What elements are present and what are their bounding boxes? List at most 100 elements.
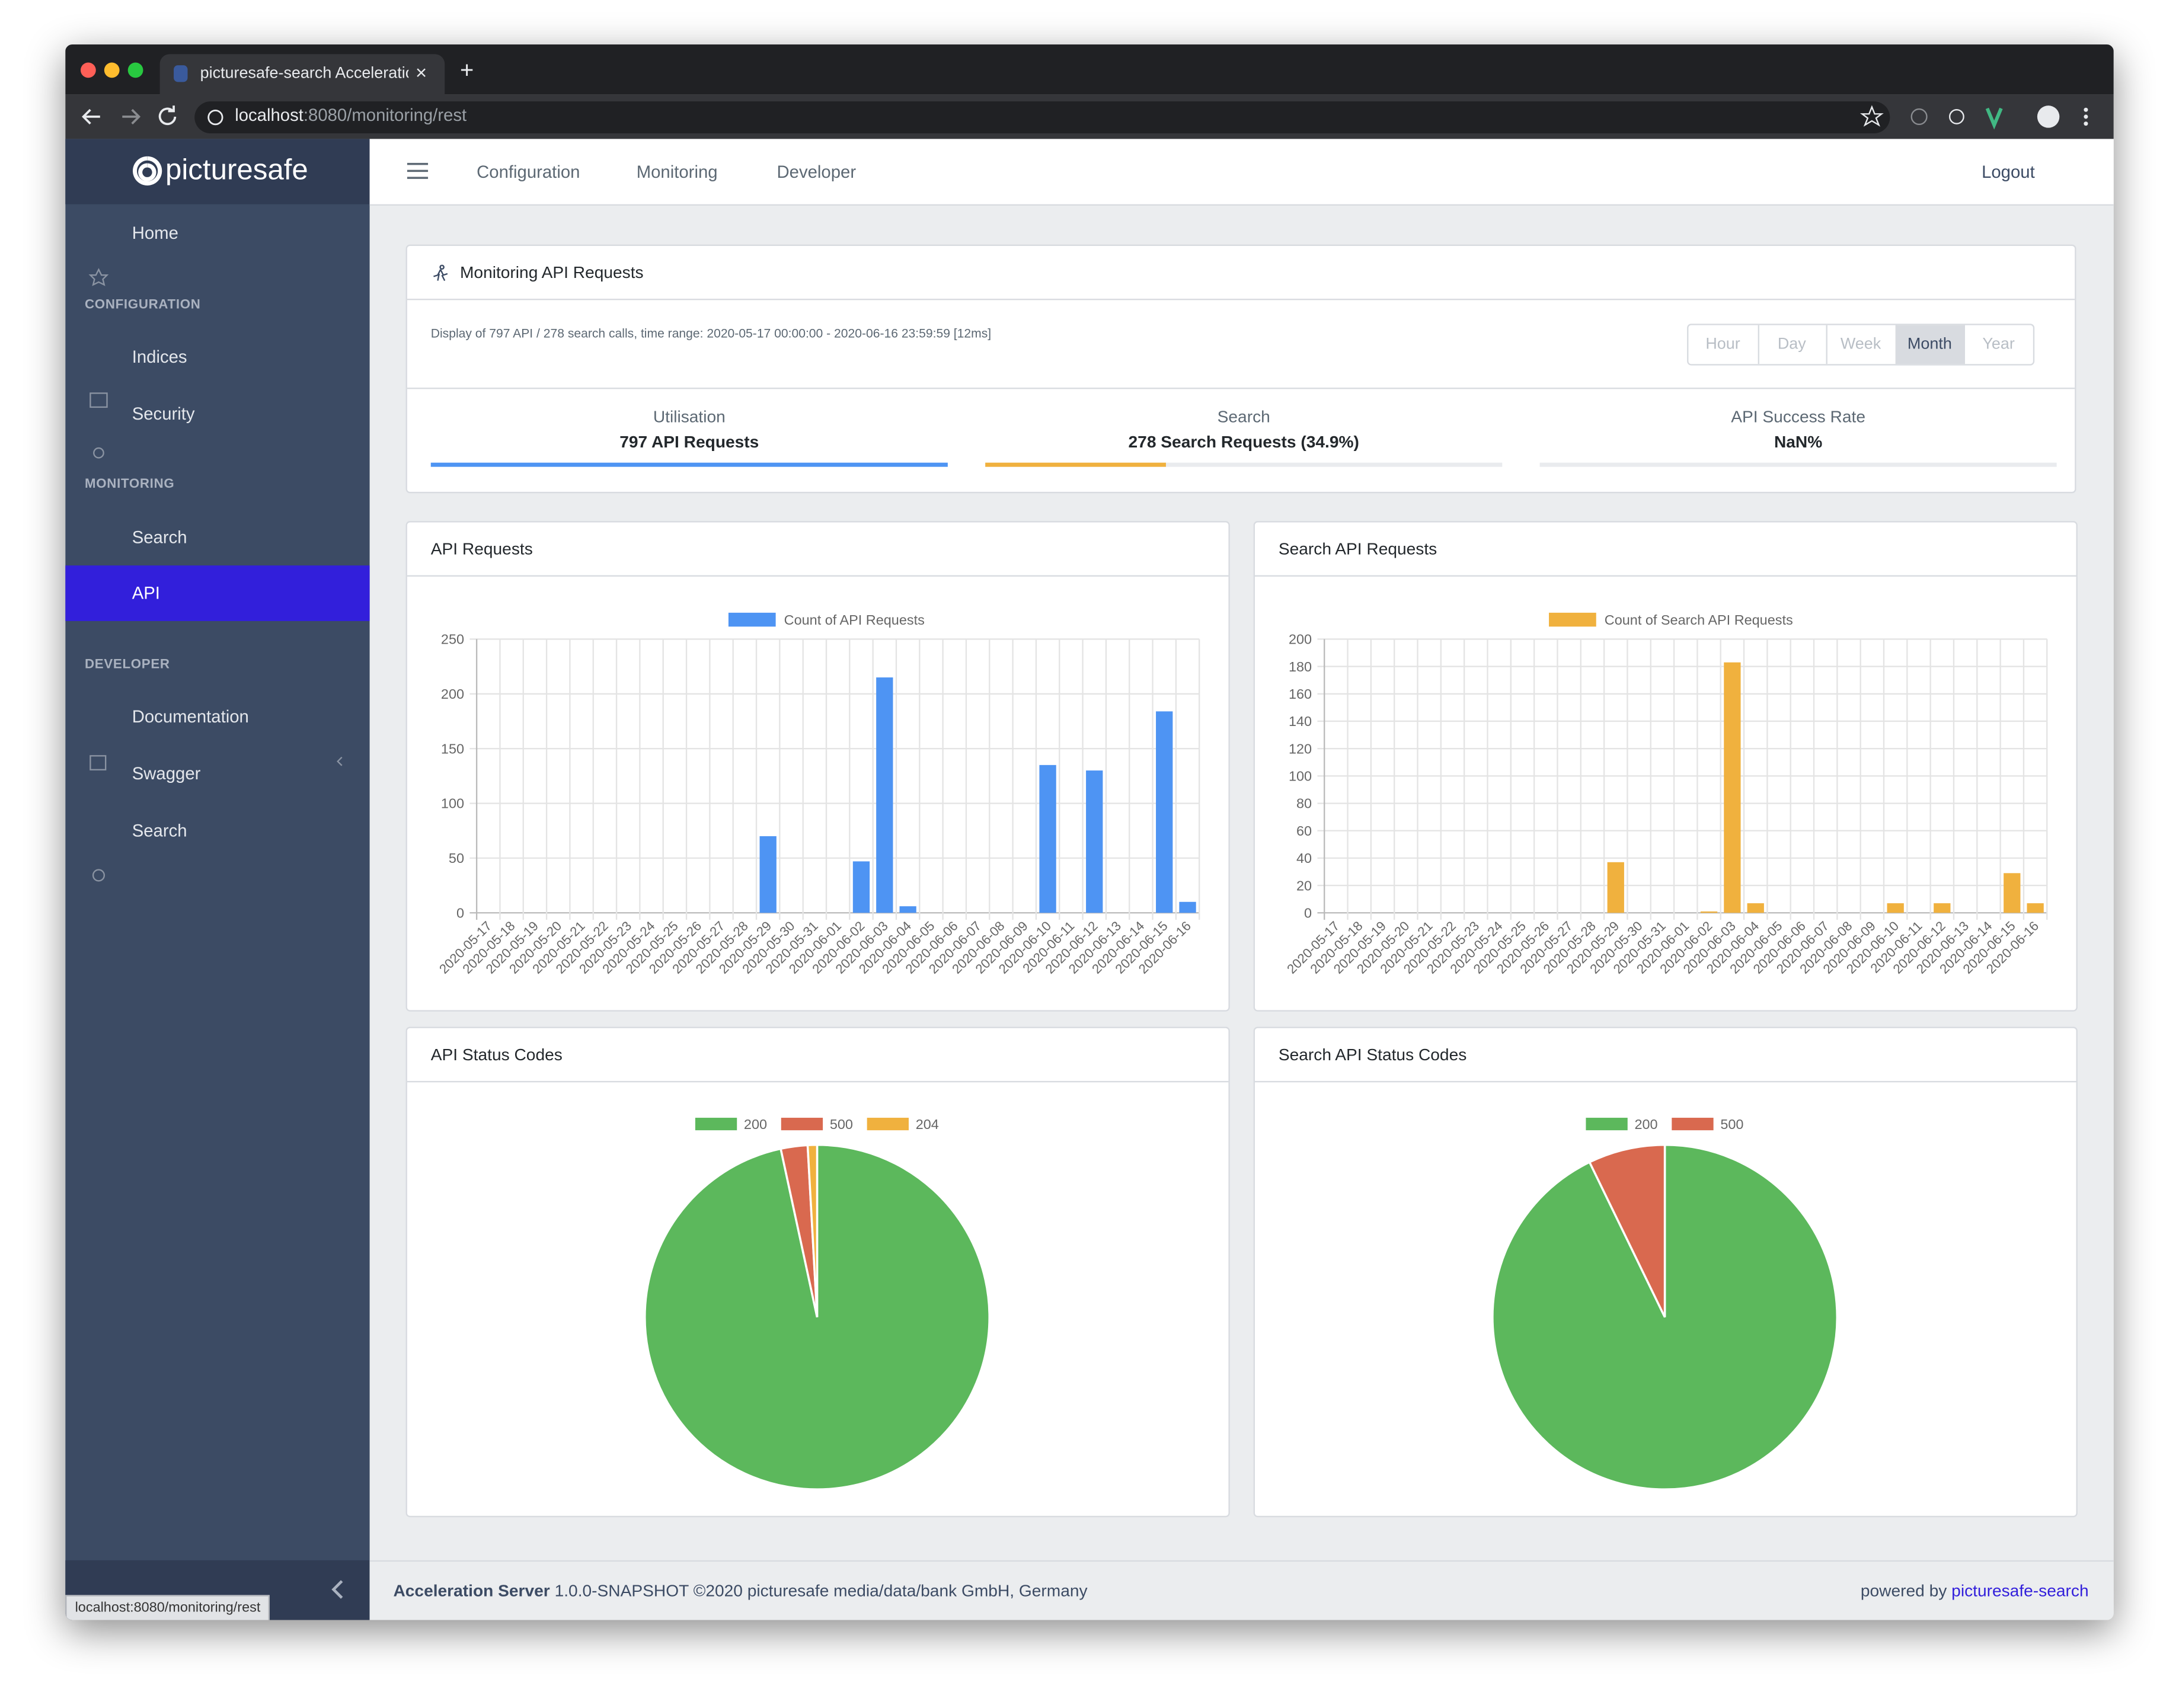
bar [2004, 873, 2021, 913]
url-host: localhost [235, 105, 303, 125]
y-tick-label: 250 [441, 632, 464, 647]
nav-item[interactable]: Search [132, 527, 187, 548]
y-tick-label: 150 [441, 741, 464, 756]
brand: picturesafe [165, 154, 308, 187]
progress-track [430, 462, 948, 467]
nav-link[interactable]: Configuration [477, 162, 580, 183]
menu-dot[interactable] [2084, 114, 2088, 119]
progress-fill [430, 462, 948, 467]
range-button[interactable]: Day [1758, 325, 1828, 364]
bar [1607, 862, 1624, 913]
progress-fill [985, 462, 1166, 467]
brand-icon [133, 156, 162, 185]
card-title: Search API Requests [1278, 539, 1437, 559]
browser-window: picturesafe-search Acceleratio × + local… [65, 44, 2114, 1620]
nav-item[interactable]: Search [132, 821, 187, 841]
back[interactable] [82, 108, 100, 124]
legend-swatch [867, 1118, 909, 1131]
bar [1887, 903, 1904, 913]
bar [899, 906, 916, 913]
star[interactable] [1860, 105, 1884, 127]
range-button[interactable]: Year [1964, 325, 2033, 364]
tab-close[interactable]: × [415, 61, 427, 84]
bar [876, 677, 893, 913]
max-dot[interactable] [127, 62, 143, 78]
favicon [174, 65, 188, 82]
y-tick-label: 40 [1296, 850, 1312, 866]
card-header: Monitoring API Requests [407, 246, 2075, 300]
y-tick-label: 100 [1289, 769, 1312, 784]
nav-item[interactable]: Indices [132, 347, 187, 367]
bar [1700, 911, 1718, 913]
ext-2[interactable] [1948, 109, 1964, 124]
range-button[interactable]: Hour [1688, 325, 1759, 364]
brand-bar [65, 139, 370, 204]
bar [1747, 903, 1764, 913]
bar [2027, 903, 2044, 913]
range-group: Hour Day Week Month Year [1687, 324, 2035, 366]
logout[interactable]: Logout [1982, 162, 2035, 183]
bar [1156, 711, 1173, 913]
url-path: :8080/monitoring/rest [303, 105, 467, 125]
info-icon[interactable] [207, 109, 223, 126]
nav-item[interactable]: Security [132, 404, 195, 424]
card-title: API Status Codes [430, 1044, 563, 1064]
y-tick-label: 180 [1289, 659, 1312, 674]
collapse-icon[interactable] [330, 1578, 346, 1601]
y-tick-label: 80 [1296, 796, 1312, 811]
range-button[interactable]: Month [1895, 325, 1966, 364]
url: localhost:8080/monitoring/rest [235, 105, 467, 125]
menu-dot[interactable] [2084, 121, 2088, 126]
section-header: CONFIGURATION [85, 297, 201, 313]
ext-1[interactable] [1910, 108, 1928, 125]
product: Acceleration Server [393, 1581, 550, 1601]
y-tick-label: 140 [1289, 714, 1312, 729]
active-item[interactable] [65, 565, 370, 621]
legend-swatch [1586, 1118, 1628, 1131]
divider [407, 388, 2075, 389]
legend-swatch [781, 1118, 823, 1131]
min-dot[interactable] [104, 62, 120, 78]
powered-link[interactable]: picturesafe-search [1951, 1581, 2089, 1601]
y-tick-label: 0 [456, 905, 464, 920]
tab[interactable]: picturesafe-search Acceleratio × [159, 54, 445, 95]
bar [1724, 662, 1741, 913]
url-field[interactable] [194, 101, 1890, 134]
y-tick-label: 200 [441, 686, 464, 702]
reload[interactable] [158, 105, 177, 126]
nav-item[interactable]: Documentation [132, 707, 249, 727]
chart-card: API Requests [405, 521, 1230, 1012]
charts: 0501001502002502020-05-172020-05-182020-… [436, 612, 2048, 1490]
nav-link[interactable]: Developer [777, 162, 857, 183]
pie-slice [1588, 1144, 1666, 1318]
card-header: Search API Status Codes [1254, 1028, 2076, 1083]
card-title: API Requests [430, 539, 533, 559]
bar [759, 836, 777, 913]
nav-home[interactable]: Home [132, 223, 178, 244]
bar [1179, 901, 1196, 913]
y-tick-label: 50 [449, 850, 464, 866]
card-title: Monitoring API Requests [459, 263, 644, 282]
nav-item[interactable]: API [132, 583, 160, 603]
nav-link[interactable]: Monitoring [636, 162, 718, 183]
close-dot[interactable] [80, 62, 96, 78]
progress-track [985, 462, 1503, 467]
profile[interactable] [2037, 105, 2060, 128]
footer [369, 1560, 2114, 1620]
legend-swatch [1549, 612, 1596, 627]
menu-dot[interactable] [2084, 107, 2088, 112]
ext-vue[interactable] [1985, 107, 2003, 130]
pie-slice [806, 1144, 819, 1317]
nav-item[interactable]: Swagger [132, 764, 201, 784]
new-tab[interactable]: + [459, 57, 474, 84]
tab-title: picturesafe-search Acceleratio [200, 65, 409, 82]
legend-label: 204 [916, 1117, 939, 1132]
hamburger[interactable] [406, 161, 431, 181]
y-tick-label: 100 [441, 796, 464, 811]
y-tick-label: 160 [1289, 686, 1312, 702]
forward[interactable] [122, 108, 141, 124]
y-tick-label: 120 [1289, 741, 1312, 756]
toolbar-icons [82, 101, 2088, 134]
